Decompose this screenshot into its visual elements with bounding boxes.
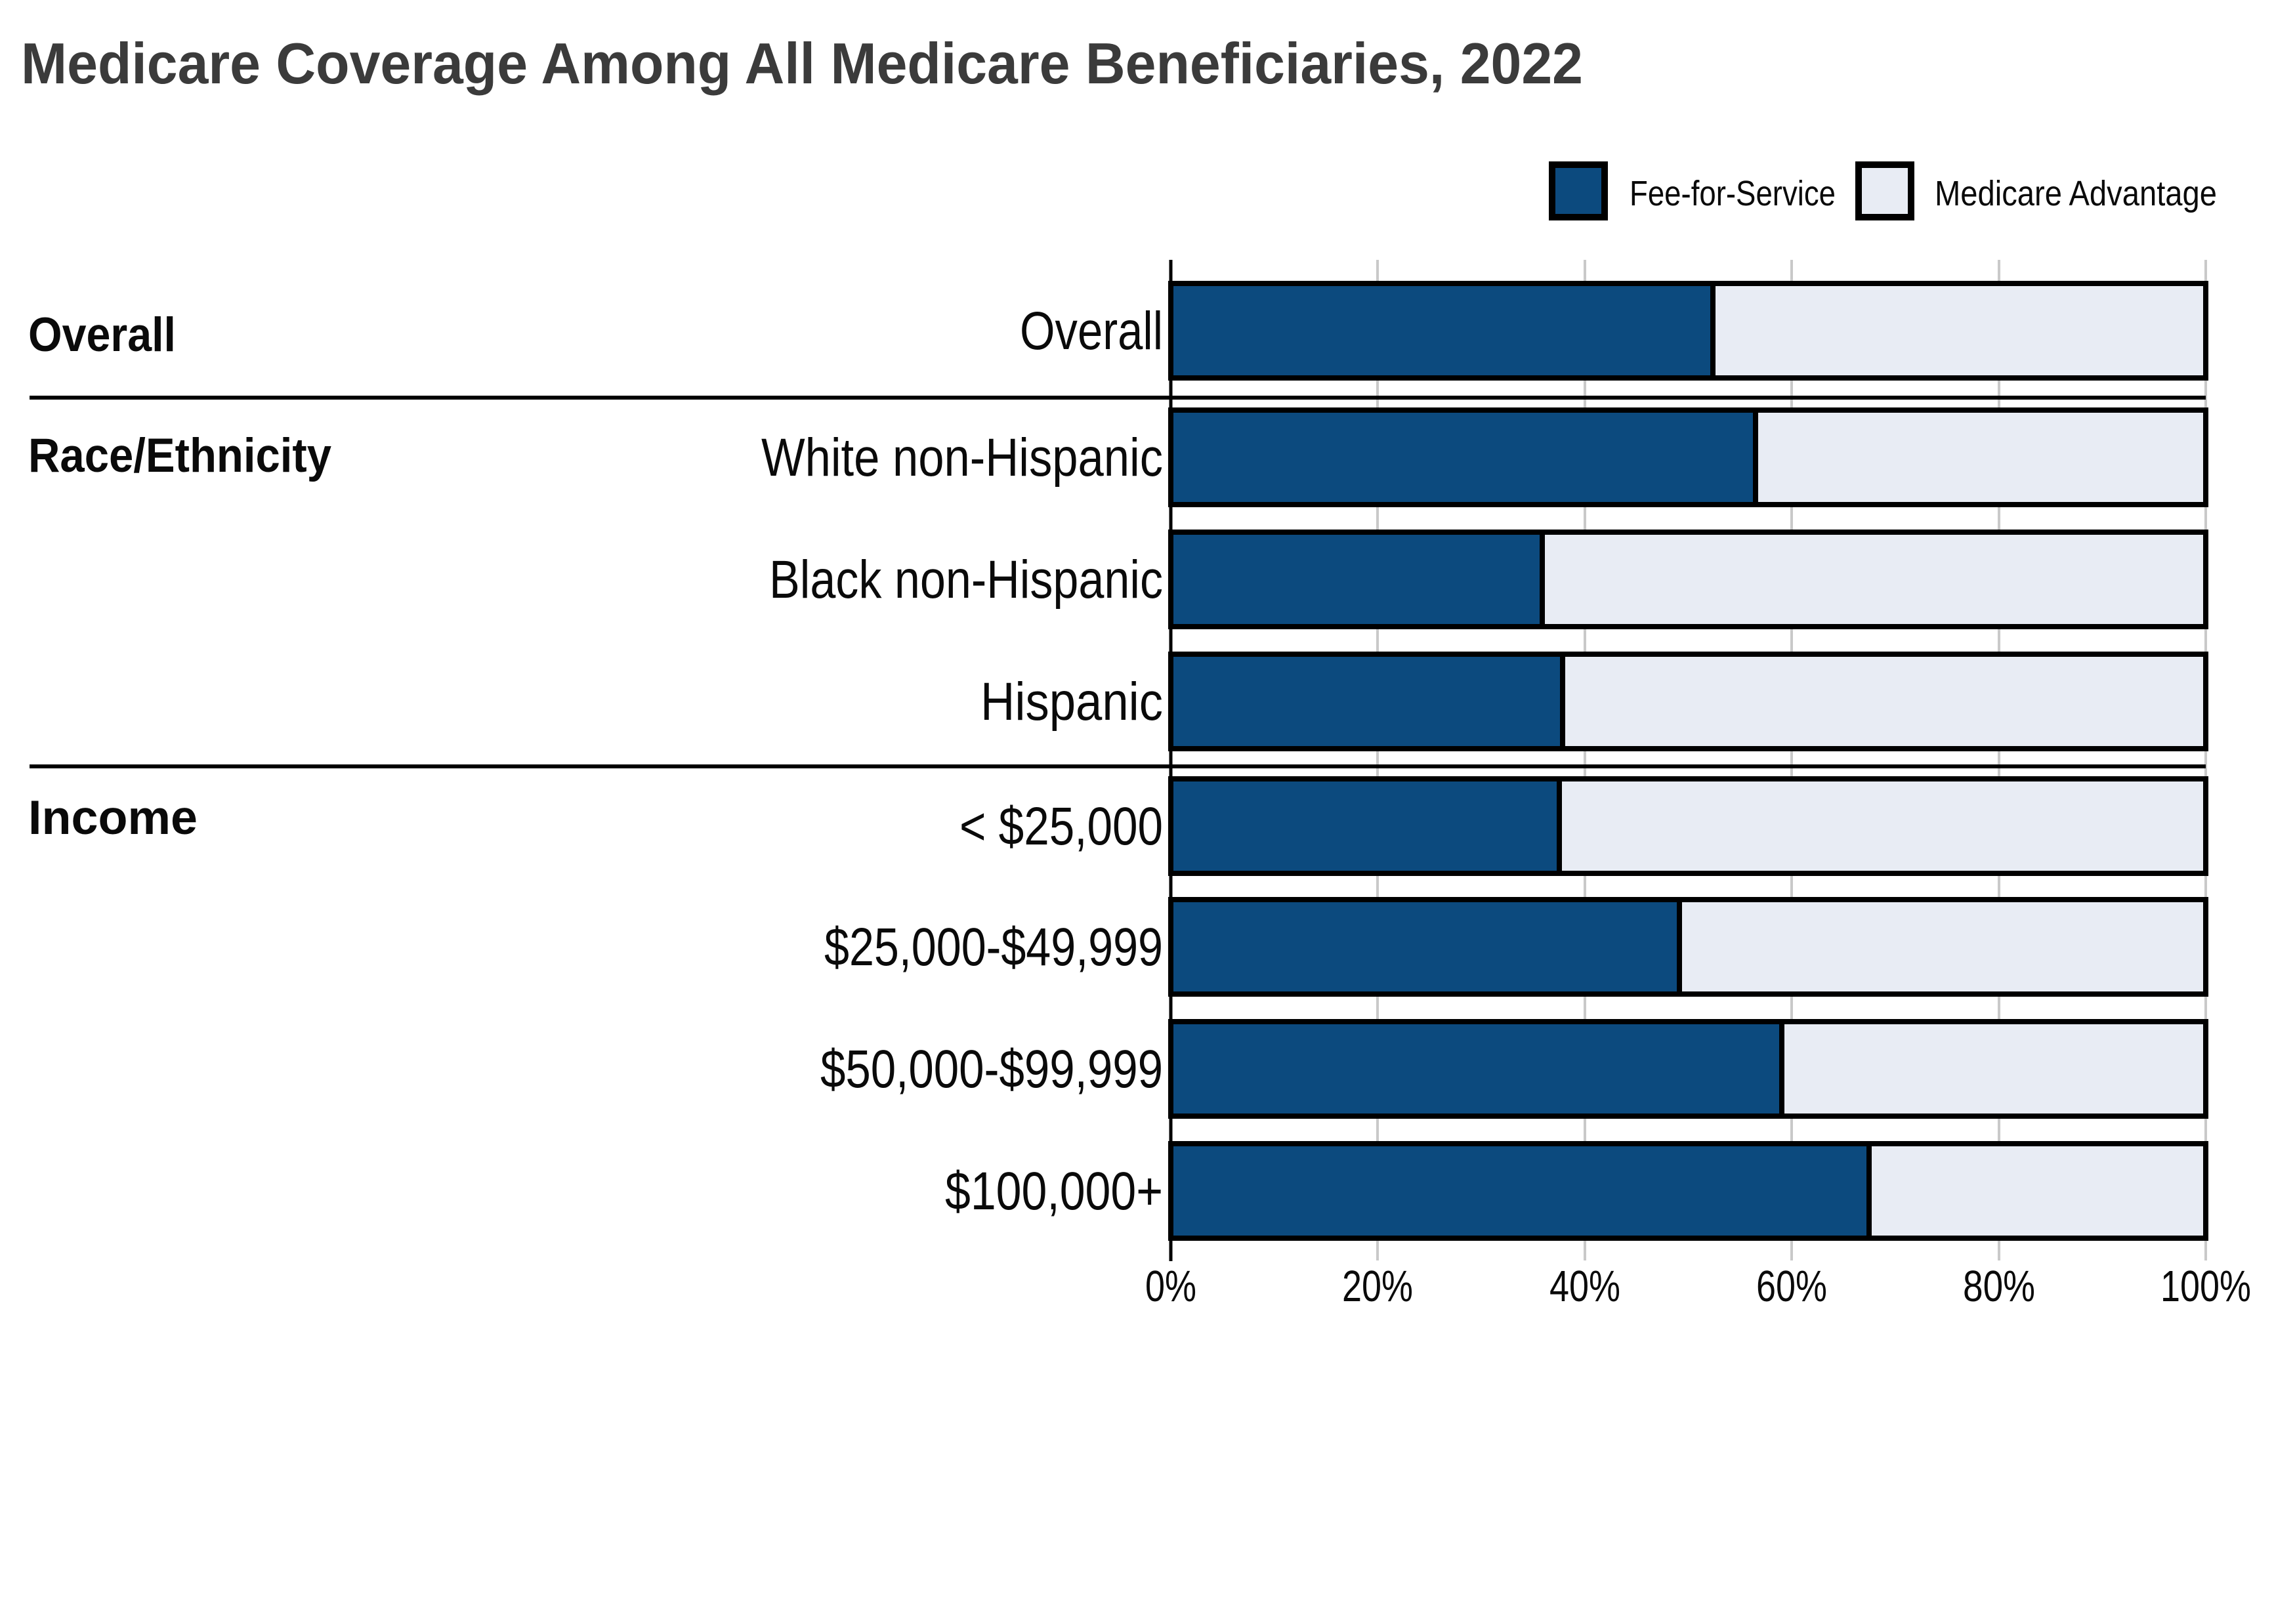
svg-text:Overall: Overall [1020, 301, 1163, 361]
svg-text:80%: 80% [1963, 1262, 2035, 1311]
svg-text:40%: 40% [1549, 1262, 1620, 1311]
svg-text:$100,000+: $100,000+ [945, 1161, 1163, 1221]
svg-text:100%: 100% [2160, 1262, 2251, 1311]
svg-text:Medicare Coverage Among All Me: Medicare Coverage Among All Medicare Ben… [21, 31, 1583, 96]
svg-text:Income: Income [28, 791, 198, 844]
svg-text:$50,000-$99,999: $50,000-$99,999 [820, 1039, 1163, 1099]
svg-text:$25,000-$49,999: $25,000-$49,999 [824, 917, 1163, 977]
svg-text:60%: 60% [1756, 1262, 1827, 1311]
svg-text:20%: 20% [1342, 1262, 1413, 1311]
svg-text:Medicare Advantage: Medicare Advantage [1935, 174, 2217, 213]
svg-text:Black non-Hispanic: Black non-Hispanic [769, 550, 1163, 610]
svg-text:White non-Hispanic: White non-Hispanic [761, 428, 1163, 488]
svg-text:Fee-for-Service: Fee-for-Service [1630, 174, 1836, 213]
svg-text:Overall: Overall [28, 308, 176, 362]
svg-text:Hispanic: Hispanic [980, 672, 1163, 732]
svg-text:Race/Ethnicity: Race/Ethnicity [28, 429, 331, 482]
svg-text:0%: 0% [1145, 1262, 1196, 1311]
svg-text:< $25,000: < $25,000 [959, 797, 1163, 856]
